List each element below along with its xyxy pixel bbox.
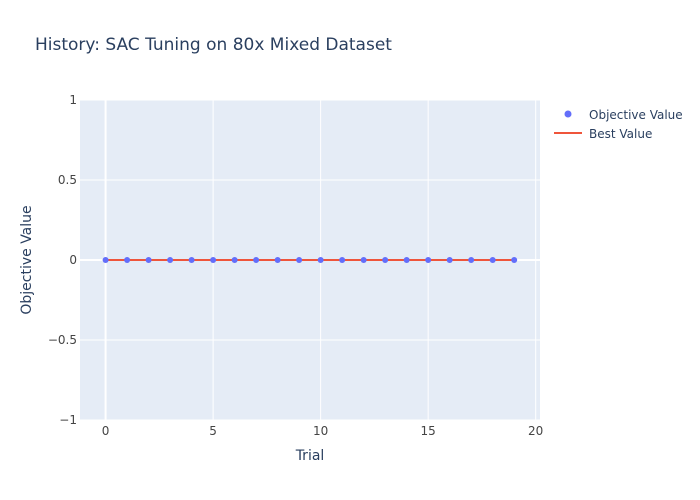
- objective-value-point: [124, 257, 131, 263]
- legend[interactable]: Objective Value Best Value: [554, 108, 683, 141]
- objective-value-point: [446, 257, 453, 263]
- x-axis-label: Trial: [295, 448, 325, 464]
- objective-value-point: [274, 257, 281, 263]
- legend-item-objective-value[interactable]: Objective Value: [564, 108, 683, 122]
- objective-value-point: [468, 257, 475, 263]
- y-tick-label: −0.5: [48, 333, 77, 347]
- x-tick-label: 15: [421, 424, 436, 438]
- objective-value-point: [403, 257, 410, 263]
- objective-value-point: [231, 257, 238, 263]
- y-tick-label: 1: [69, 93, 77, 107]
- objective-value-point: [145, 257, 152, 263]
- plot-series: [102, 257, 518, 263]
- x-tick-label: 5: [209, 424, 217, 438]
- objective-value-point: [296, 257, 303, 263]
- legend-item-best-value[interactable]: Best Value: [554, 127, 652, 141]
- objective-value-point: [253, 257, 260, 263]
- y-axis-label: Objective Value: [19, 205, 35, 314]
- objective-value-point: [210, 257, 217, 263]
- tick-labels: 0 5 10 15 20 1 0.5 0 −0.5 −1: [48, 93, 543, 438]
- objective-value-point: [489, 257, 496, 263]
- legend-label-best-value: Best Value: [589, 127, 652, 141]
- x-tick-label: 20: [528, 424, 543, 438]
- objective-value-point: [339, 257, 346, 263]
- y-tick-label: −1: [59, 413, 77, 427]
- objective-value-point: [511, 257, 518, 263]
- x-tick-label: 0: [102, 424, 110, 438]
- y-tick-label: 0: [69, 253, 77, 267]
- legend-marker-objective-value: [564, 110, 572, 118]
- objective-value-point: [382, 257, 389, 263]
- y-tick-label: 0.5: [58, 173, 77, 187]
- objective-value-point: [167, 257, 174, 263]
- x-tick-label: 10: [313, 424, 328, 438]
- legend-label-objective-value: Objective Value: [589, 108, 683, 122]
- objective-value-point: [425, 257, 432, 263]
- objective-value-point: [360, 257, 367, 263]
- objective-value-point: [188, 257, 195, 263]
- objective-value-point: [102, 257, 109, 263]
- chart-title: History: SAC Tuning on 80x Mixed Dataset: [35, 35, 392, 55]
- objective-value-point: [317, 257, 324, 263]
